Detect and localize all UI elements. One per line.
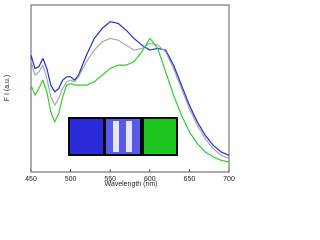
x-tick-label: 700 [223,176,235,183]
plot-frame [30,4,230,173]
y-axis-title: F I (a.u.) [4,75,11,101]
cuvette-green [144,119,176,154]
cuvette-blue [70,119,103,154]
series-line [30,21,230,156]
cuvette-highlight [126,121,132,152]
cuvette-white [106,119,140,154]
x-tick-label: 500 [65,176,77,183]
x-tick-label: 450 [25,176,37,183]
series-line [30,37,230,163]
series-line [30,37,230,160]
chart: F I (a.u.) Wavelength (nm) 450 500 550 600 6… [4,4,235,188]
cuvette-highlight [113,121,119,152]
inset-photo [68,117,178,156]
x-tick-label: 650 [184,176,196,183]
x-axis-title: Wavelength (nm) [104,181,157,188]
x-tick-label: 550 [104,176,116,183]
x-tick-label: 600 [144,176,156,183]
